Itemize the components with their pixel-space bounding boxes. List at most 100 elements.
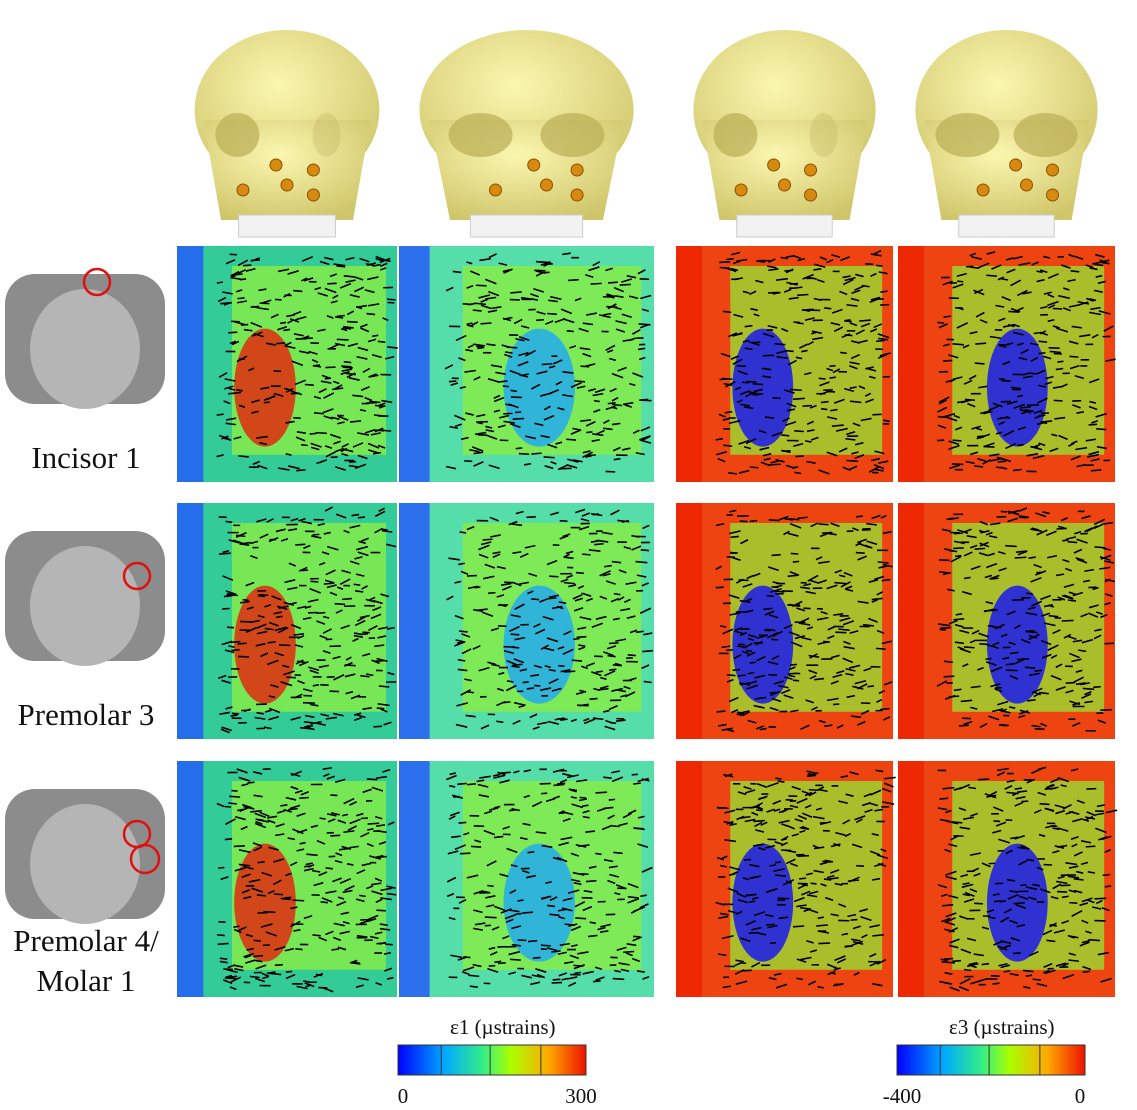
strain-vector (243, 600, 249, 601)
strain-vector (1026, 632, 1037, 633)
strain-vector (228, 803, 237, 804)
strain-vector (354, 584, 361, 585)
strain-vector (753, 384, 764, 385)
landmark (571, 164, 583, 176)
palate (30, 289, 140, 409)
strain-vector (231, 650, 239, 651)
strain-vector (637, 971, 645, 972)
strain-vector (578, 645, 585, 646)
strain-vector (310, 433, 317, 434)
strain-vector (798, 517, 808, 518)
strain-vector (335, 604, 345, 605)
strain-vector (241, 710, 250, 711)
strain-vector (968, 787, 976, 788)
strain-vector (523, 682, 529, 683)
strain-vector (355, 591, 363, 592)
strain-vector (829, 534, 837, 535)
strain-vector (582, 554, 590, 555)
strain-vector (876, 648, 886, 649)
strain-vector (218, 943, 229, 944)
strain-vector (1029, 557, 1036, 558)
strain-vector (996, 467, 1003, 468)
strain-vector (477, 347, 484, 348)
strain-vector (321, 902, 328, 903)
strain-vector (314, 413, 324, 414)
strain-vector (593, 981, 601, 982)
strain-vector (470, 986, 478, 987)
strain-vector (218, 868, 224, 869)
strain-vector (876, 340, 884, 341)
strain-vector (359, 895, 365, 896)
strain-vector (821, 409, 827, 410)
strain-vector (526, 517, 535, 518)
strain-vector (799, 878, 806, 879)
strain-vector (460, 532, 466, 533)
strain-vector (335, 317, 343, 318)
strain-vector (311, 581, 319, 582)
strain-vector (609, 799, 615, 800)
orbit (810, 113, 838, 157)
strain-vector (955, 556, 961, 557)
strain-vector (775, 875, 786, 876)
strain-vector (975, 343, 986, 344)
strain-vector (326, 868, 333, 869)
strain-vector (829, 377, 835, 378)
strain-vector (1053, 308, 1062, 309)
strain-vector (518, 900, 524, 901)
strain-vector (816, 925, 828, 926)
strain-vector (360, 634, 368, 635)
strain-vector (793, 398, 805, 399)
strain-edge (399, 503, 430, 739)
strain-vector (1035, 670, 1042, 671)
strain-vector (507, 681, 513, 682)
strain-vector (876, 265, 882, 266)
strain-vector (299, 797, 309, 798)
strain-vector (775, 862, 781, 863)
landmark (307, 189, 319, 201)
strain-vector (964, 970, 971, 971)
strain-vector (1103, 875, 1110, 876)
strain-vector (784, 270, 792, 271)
strain-vector (387, 347, 398, 348)
strain-vector (1026, 975, 1032, 976)
landmark (768, 159, 780, 171)
strain-vector (856, 553, 865, 554)
strain-vector (1057, 361, 1063, 362)
strain-vector (942, 905, 953, 906)
strain-vector (952, 344, 964, 345)
strain-vector (953, 548, 964, 549)
strain-vector (217, 935, 225, 936)
strain-vector (750, 520, 757, 521)
strain-vector (765, 417, 774, 418)
orbit (713, 113, 757, 157)
strain-vector (238, 643, 247, 644)
strain-vector (774, 344, 785, 345)
strain-vector (1088, 940, 1100, 941)
strain-vector (832, 425, 844, 426)
strain-vector (818, 917, 824, 918)
strain-vector (944, 676, 955, 677)
strain-vector (494, 961, 501, 962)
strain-vector (1069, 903, 1077, 904)
strain-vector (293, 291, 302, 292)
strain-vector (793, 926, 804, 927)
strain-vector (1039, 693, 1049, 694)
strain-vector (717, 711, 726, 712)
strain-vector (577, 705, 589, 706)
strain-vector (567, 331, 574, 332)
strain-vector (276, 616, 283, 617)
strain-vector (234, 846, 245, 847)
strain-vector (867, 686, 874, 687)
strain-vector (803, 406, 812, 407)
strain-hotspot (732, 844, 793, 962)
strain-vector (229, 796, 240, 797)
strain-vector (809, 790, 818, 791)
strain-vector (819, 378, 826, 379)
strain-vector (640, 895, 646, 896)
strain-vector (733, 669, 740, 670)
landmark (1047, 164, 1059, 176)
strain-edge (177, 503, 203, 739)
strain-vector (1069, 356, 1078, 357)
strain-vector (473, 310, 482, 311)
strain-vector (367, 314, 376, 315)
